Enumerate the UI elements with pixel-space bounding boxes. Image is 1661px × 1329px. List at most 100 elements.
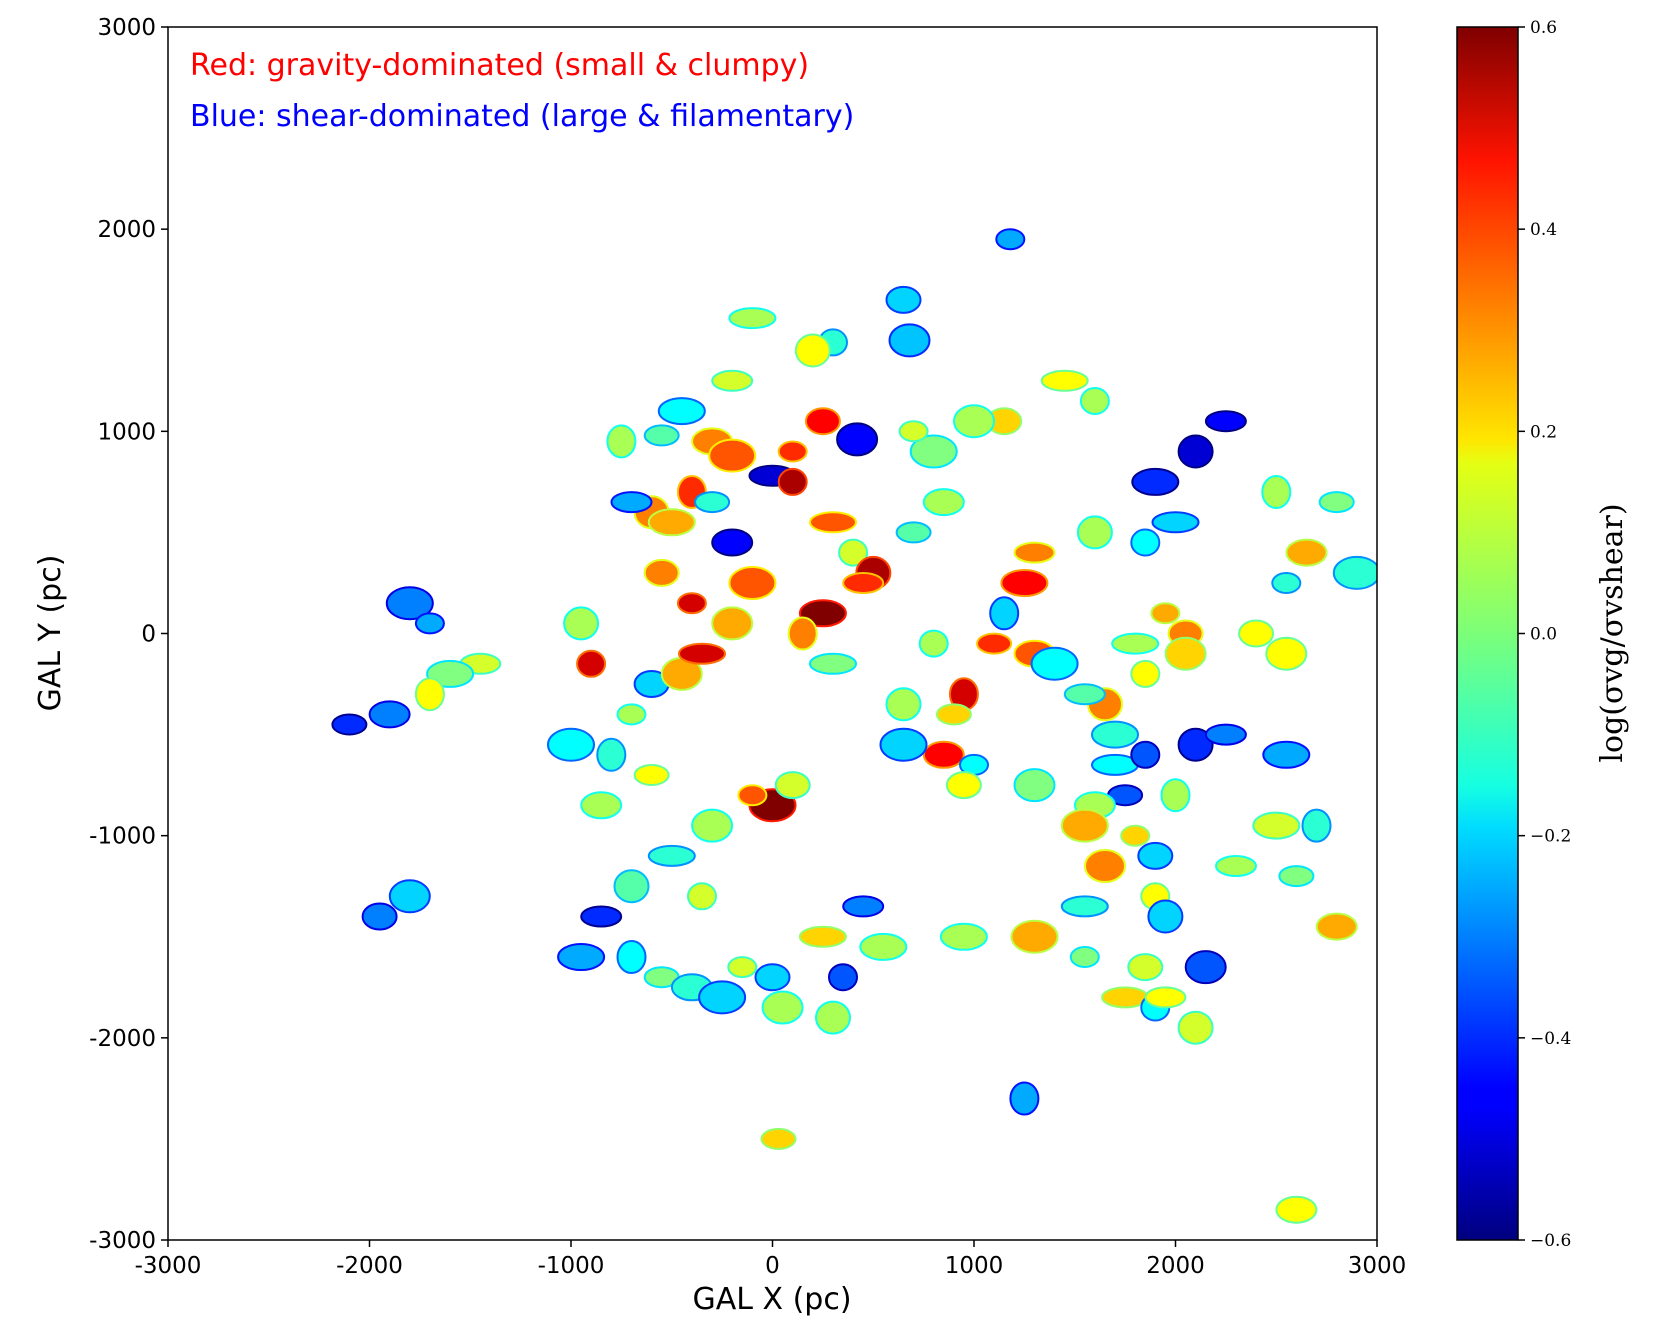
data-point: [1060, 808, 1109, 843]
data-point: [414, 612, 445, 635]
data-point: [1130, 659, 1161, 688]
data-point: [563, 606, 600, 641]
data-point: [1318, 491, 1355, 514]
x-tick-label: -1000: [538, 1253, 605, 1279]
data-point: [1271, 572, 1302, 594]
colorbar-tick-label: 0.6: [1530, 18, 1557, 38]
x-tick-label: -2000: [336, 1253, 403, 1279]
data-point: [935, 703, 972, 726]
colorbar-tick-label: −0.4: [1530, 1029, 1571, 1049]
annotation-red: Red: gravity-dominated (small & clumpy): [190, 48, 809, 83]
data-point: [828, 963, 858, 992]
data-point: [711, 528, 754, 557]
data-point: [754, 963, 791, 992]
data-point: [1084, 849, 1126, 883]
data-point: [643, 558, 680, 587]
data-point: [918, 629, 949, 658]
data-point: [777, 467, 808, 496]
data-point: [1009, 1081, 1040, 1116]
data-point: [1131, 467, 1180, 496]
data-point: [616, 703, 647, 726]
data-point: [1252, 811, 1301, 840]
data-point: [1111, 632, 1160, 655]
x-tick-label: 2000: [1146, 1253, 1205, 1279]
data-point: [1275, 1195, 1318, 1224]
data-point: [1184, 950, 1227, 985]
x-axis: -3000 -2000 -1000 0 1000 2000 3000: [135, 1240, 1407, 1279]
data-point: [1063, 683, 1106, 706]
data-point: [657, 397, 706, 426]
data-point: [647, 508, 696, 537]
data-point: [1160, 778, 1191, 813]
data-point: [815, 1000, 851, 1035]
y-tick-label: -2000: [89, 1026, 156, 1052]
data-point: [1137, 841, 1174, 870]
data-point: [547, 727, 595, 762]
data-point: [737, 784, 768, 807]
data-point: [580, 905, 623, 928]
data-point: [1315, 912, 1358, 941]
data-point: [922, 488, 965, 517]
data-point: [1285, 538, 1328, 567]
x-tick-label: 3000: [1348, 1253, 1407, 1279]
data-point: [787, 616, 818, 651]
data-point: [1238, 619, 1275, 648]
data-point: [1079, 387, 1110, 415]
data-point: [711, 606, 754, 641]
data-point: [761, 990, 804, 1025]
data-point: [1177, 434, 1214, 469]
data-point: [809, 511, 857, 534]
data-point: [1301, 808, 1332, 843]
x-axis-label: GAL X (pc): [692, 1282, 851, 1317]
data-point: [859, 932, 908, 961]
data-point: [777, 440, 808, 463]
x-tick-label: -3000: [135, 1253, 202, 1279]
data-point: [838, 538, 869, 567]
data-point: [557, 943, 606, 971]
data-point: [678, 642, 726, 665]
data-point: [711, 369, 754, 392]
data-point: [1120, 824, 1151, 847]
data-point: [836, 422, 879, 457]
data-point: [1144, 986, 1187, 1009]
y-tick-label: 0: [141, 622, 156, 648]
data-point: [1265, 636, 1308, 671]
data-point: [1204, 723, 1247, 746]
colorbar-tick-label: 0.0: [1530, 625, 1557, 645]
data-point: [580, 791, 623, 820]
data-point: [414, 677, 445, 712]
data-point: [676, 592, 707, 615]
data-point: [895, 521, 932, 544]
colorbar-tick-label: 0.4: [1530, 220, 1557, 240]
data-point: [989, 596, 1020, 631]
data-point: [694, 491, 731, 514]
data-point: [1147, 899, 1184, 934]
data-point: [385, 586, 434, 621]
data-point: [1177, 1010, 1214, 1045]
data-point: [1262, 740, 1311, 769]
data-point: [728, 307, 777, 330]
data-point: [760, 1127, 797, 1150]
data-point: [842, 572, 885, 594]
y-axis-label: GAL Y (pc): [33, 555, 68, 712]
data-point: [909, 434, 958, 469]
data-point: [1151, 511, 1200, 534]
data-point: [388, 879, 431, 914]
data-point: [687, 882, 717, 911]
data-point: [939, 922, 988, 951]
data-point: [1130, 528, 1161, 557]
data-point: [1069, 946, 1100, 968]
data-point: [698, 980, 747, 1015]
data-point: [976, 632, 1013, 655]
x-tick-label: 0: [765, 1253, 780, 1279]
data-point: [708, 438, 757, 473]
data-point: [728, 566, 777, 600]
data-point: [596, 737, 627, 772]
data-point: [1091, 720, 1139, 749]
data-point: [922, 740, 965, 769]
y-tick-label: 3000: [97, 15, 156, 41]
colorbar-tick-label: 0.2: [1530, 422, 1557, 442]
data-point: [613, 869, 650, 904]
data-point: [361, 902, 398, 931]
colorbar-tick-label: −0.2: [1530, 827, 1571, 847]
